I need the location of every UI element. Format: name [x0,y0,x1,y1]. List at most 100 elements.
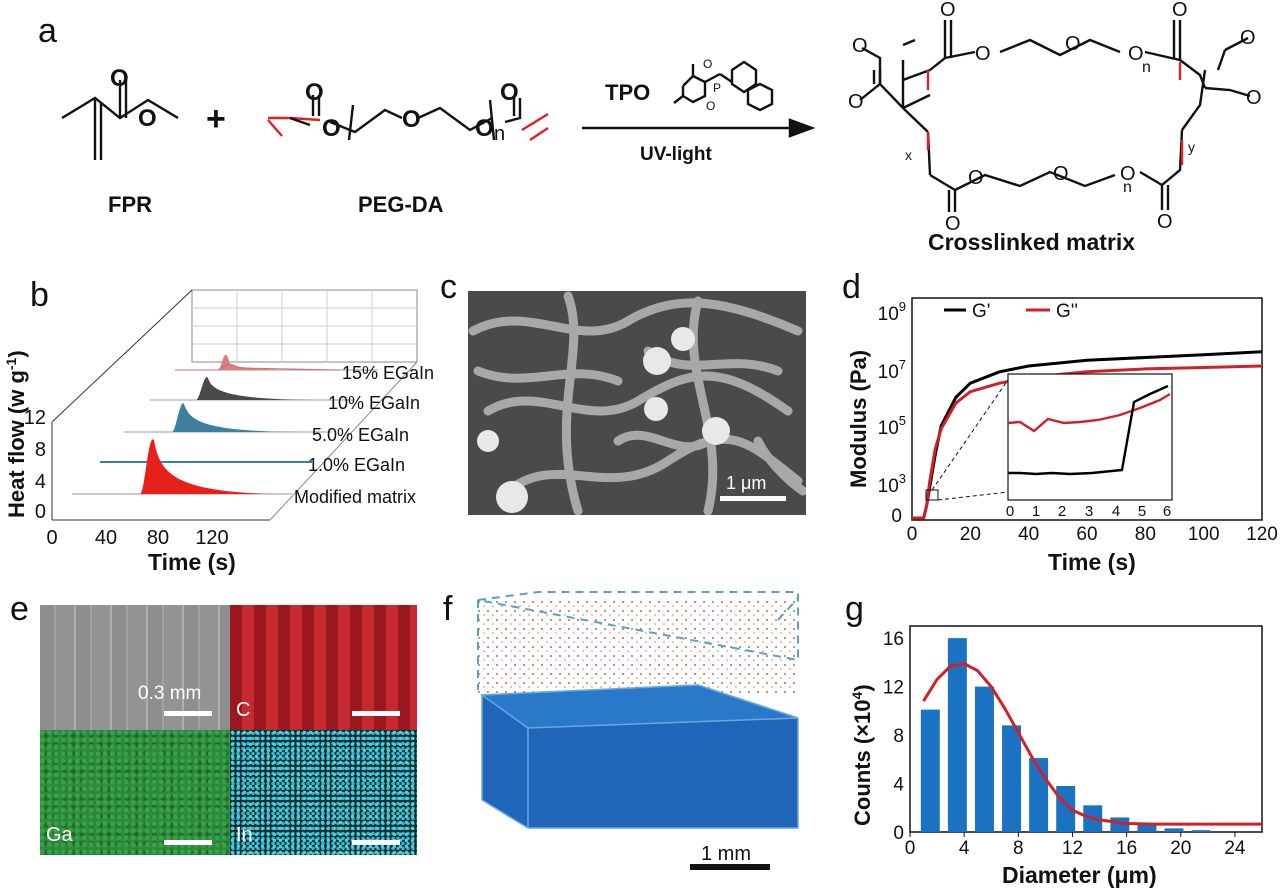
y-tick-label: 0 [35,501,46,523]
x-tick-label: 0 [905,838,916,859]
tile-label-C: C [236,699,251,721]
atom-O: O [110,65,129,92]
indium-map-tile: In [230,730,417,855]
panel-label-d: d [842,268,861,306]
atom-O: O [1246,87,1262,109]
series-label: 15% EGaIn [342,363,434,383]
x-axis-label: Time (s) [1048,549,1136,575]
x-tick-label: 100 [1188,524,1220,545]
atom-O: O [500,79,519,106]
subscript-n: n [1142,59,1151,76]
plus-sign: + [206,100,226,138]
y-tick-label: 105 [878,413,906,439]
scale-bar [164,840,212,845]
x-tick-label: 120 [195,527,228,549]
catalyst-label: TPO [605,80,650,105]
atom-O: O [852,35,868,57]
inset-x-tick: 0 [1006,503,1014,520]
tile-label-Ga: Ga [46,824,73,846]
modulus-chart: 0 20 40 60 80 100 120 109 107 105 103 0 Time (… [846,297,1278,575]
reactant-pegda-label: PEG-DA [358,192,444,217]
series-label: Modified matrix [294,487,416,507]
scale-bar [720,496,786,501]
inset-box [1007,373,1173,501]
histogram-bar [1002,725,1022,832]
diameter-histogram: 0 4 8 12 16 20 24 0 4 8 12 16 Diameter (μm) Counts… [849,625,1263,888]
atom-O: O [402,106,421,133]
x-tick-label: 16 [1116,838,1137,859]
atom-O: O [945,213,961,235]
inset-x-tick: 3 [1085,503,1093,520]
legend-label-G-double-prime: G'' [1056,301,1078,322]
inset-x-tick: 2 [1058,503,1066,520]
x-tick-label: 80 [1135,524,1156,545]
scale-bar [352,840,400,845]
atom-P: P [713,81,721,95]
subscript-y: y [1188,139,1195,155]
x-tick-label: 0 [907,524,918,545]
y-tick-label: 12 [24,407,46,429]
y-tick-label: 16 [883,629,904,650]
reactant-fpr-label: FPR [108,192,152,217]
inset-x-tick: 6 [1163,503,1171,520]
y-tick-label: 4 [35,471,46,493]
atom-O: O [475,115,494,142]
heat-flow-3d-chart: 0 4 8 12 0 40 80 120 Time (s) Heat flow … [3,289,434,575]
atom-O: O [1157,211,1173,233]
atom-O: O [1172,0,1188,21]
atom-O: O [1053,163,1069,185]
scale-bar [164,711,212,716]
series-line-G-double-prime [912,364,1263,520]
panel-label-e: e [10,590,29,628]
x-tick-label: 0 [46,527,57,549]
atom-O: O [322,115,341,142]
reaction-scheme: O O O O O O O n P O O O O O O O n O O O … [61,0,1262,255]
atom-O: O [848,91,864,113]
x-tick-label: 4 [959,838,970,859]
y-axis-label: Counts (×104) [849,684,875,826]
subscript-x: x [905,147,912,163]
inset-x-tick: 5 [1138,503,1146,520]
x-tick-label: 12 [1062,838,1083,859]
x-axis-label: Time (s) [148,549,236,575]
sem-tile: 0.3 mm [40,605,230,730]
panel-label-c: c [440,268,457,306]
carbon-map-tile: C [230,605,417,730]
histogram-bar [974,686,994,832]
gallium-map-tile: Ga [40,730,230,855]
y-tick-label: 103 [878,471,906,497]
scale-bar [690,864,770,870]
atom-O: O [1128,43,1144,65]
panel-label-b: b [30,276,49,314]
fit-curve [922,662,1262,826]
series-label: 1.0% EGaIn [308,455,405,475]
y-tick-label: 0 [893,823,904,844]
panel-label-a: a [38,12,57,50]
series-label: 10% EGaIn [328,393,420,413]
atom-O: O [1120,163,1136,185]
x-tick-label: 80 [147,527,169,549]
histogram-bar [1137,824,1157,832]
atom-O: O [138,105,157,132]
histogram-bar [947,638,967,832]
x-tick-label: 60 [1076,524,1097,545]
atom-O: O [968,167,984,189]
y-tick-label: 4 [893,775,904,796]
atom-O: O [1240,27,1256,49]
x-tick-label: 40 [1018,524,1039,545]
y-tick-label: 109 [878,299,906,325]
sem-image: 1 μm [468,291,806,515]
y-axis-label: Modulus (Pa) [846,350,871,488]
atom-O: O [940,0,956,21]
series-label: 5.0% EGaIn [312,425,409,445]
x-tick-label: 20 [1170,838,1191,859]
scale-bar [352,711,400,716]
panel-label-f: f [443,590,453,628]
x-tick-label: 40 [95,527,117,549]
inset-x-tick: 4 [1112,503,1120,520]
tile-label-In: In [236,824,253,846]
scale-bar-text: 1 μm [726,473,766,493]
y-tick-label: 107 [878,357,906,383]
scale-bar-text: 0.3 mm [138,683,202,704]
histogram-bar [1164,828,1184,832]
